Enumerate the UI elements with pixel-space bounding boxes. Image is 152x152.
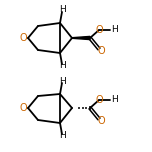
Polygon shape [72, 36, 90, 40]
Text: O: O [97, 116, 105, 126]
Text: H: H [111, 95, 117, 105]
Text: O: O [19, 33, 27, 43]
Text: O: O [95, 25, 103, 35]
Text: H: H [59, 131, 65, 140]
Text: H: H [59, 76, 65, 85]
Text: O: O [19, 103, 27, 113]
Text: H: H [111, 26, 117, 35]
Text: O: O [97, 46, 105, 56]
Text: O: O [95, 95, 103, 105]
Text: H: H [59, 5, 65, 14]
Text: H: H [59, 62, 65, 71]
